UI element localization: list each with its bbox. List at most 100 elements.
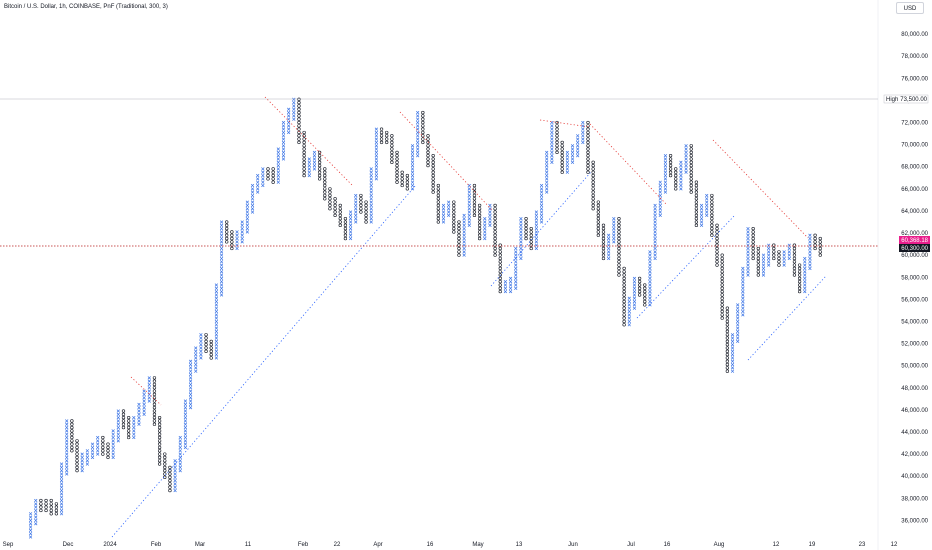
o-box [338, 213, 342, 218]
x-box [761, 253, 766, 257]
x-box [250, 200, 255, 204]
x-box [462, 226, 466, 231]
x-box [178, 469, 182, 473]
o-box [204, 339, 208, 344]
o-box [689, 157, 693, 161]
x-box [581, 134, 585, 138]
x-box [374, 144, 379, 148]
x-box [736, 329, 740, 334]
o-box [725, 316, 730, 320]
x-box [462, 233, 466, 237]
x-box [730, 369, 735, 373]
o-box [400, 180, 404, 184]
x-box [137, 412, 141, 416]
o-box [586, 144, 590, 148]
x-tick-label: 16 [427, 542, 434, 548]
o-box [75, 459, 79, 463]
x-box [214, 299, 219, 304]
o-box [498, 246, 502, 251]
x-box [276, 170, 280, 174]
o-box [385, 130, 389, 135]
o-box [555, 137, 559, 141]
x-box [188, 379, 193, 383]
x-box [374, 167, 379, 171]
x-box [483, 226, 487, 231]
o-box [591, 180, 595, 184]
o-box [431, 183, 435, 188]
o-box [204, 346, 208, 350]
o-box [586, 150, 590, 155]
o-box [101, 445, 105, 450]
o-box [586, 140, 590, 145]
o-box [209, 343, 213, 347]
o-box [622, 289, 626, 294]
x-box [565, 163, 570, 168]
o-box [674, 167, 678, 171]
x-box [281, 157, 286, 161]
x-box [627, 319, 631, 324]
o-box [586, 130, 590, 135]
x-box [606, 233, 611, 237]
x-box [539, 187, 544, 191]
x-box [183, 435, 188, 440]
o-box [715, 230, 719, 234]
o-box [498, 266, 502, 271]
x-box [746, 263, 750, 267]
x-box [132, 422, 136, 426]
o-box [560, 160, 564, 164]
o-box [431, 167, 435, 171]
y-tick-label: 64,000.00 [901, 209, 928, 215]
o-box [364, 210, 368, 214]
o-box [601, 256, 606, 261]
x-box [539, 197, 544, 201]
x-box [741, 306, 745, 310]
o-box [431, 187, 435, 191]
x-box [441, 210, 446, 214]
x-box [85, 459, 90, 463]
x-box [648, 250, 652, 254]
o-box [70, 445, 74, 450]
x-tick-label: 19 [809, 542, 816, 548]
x-box [699, 207, 704, 211]
x-box [446, 203, 451, 208]
o-box [338, 203, 342, 208]
x-box [746, 270, 750, 274]
o-box [493, 223, 497, 227]
o-box [302, 167, 306, 171]
o-box [302, 157, 306, 161]
x-box [699, 203, 704, 208]
x-box [194, 359, 198, 363]
x-tick-label: 22 [334, 542, 341, 548]
x-box [214, 289, 219, 294]
x-box [369, 200, 373, 204]
o-box [617, 243, 621, 247]
x-box [730, 346, 735, 350]
x-box [441, 213, 446, 218]
x-box [250, 190, 255, 194]
o-box [498, 256, 502, 261]
x-box [741, 283, 745, 287]
o-box [421, 134, 425, 138]
o-box [668, 170, 673, 174]
o-box [715, 253, 719, 257]
o-box [472, 213, 477, 218]
x-box [292, 110, 296, 115]
x-box [219, 223, 224, 227]
o-box [457, 243, 461, 247]
x-box [188, 386, 193, 390]
currency-button[interactable]: USD [896, 2, 924, 14]
x-box [545, 170, 549, 174]
x-box [446, 207, 451, 211]
o-box [797, 270, 802, 274]
o-box [225, 226, 229, 231]
o-box [323, 173, 327, 178]
trend-line [264, 96, 353, 186]
o-box [457, 230, 461, 234]
o-box [586, 147, 590, 151]
o-box [720, 309, 724, 314]
o-box [333, 210, 337, 214]
o-box [457, 236, 461, 241]
o-box [333, 213, 337, 218]
